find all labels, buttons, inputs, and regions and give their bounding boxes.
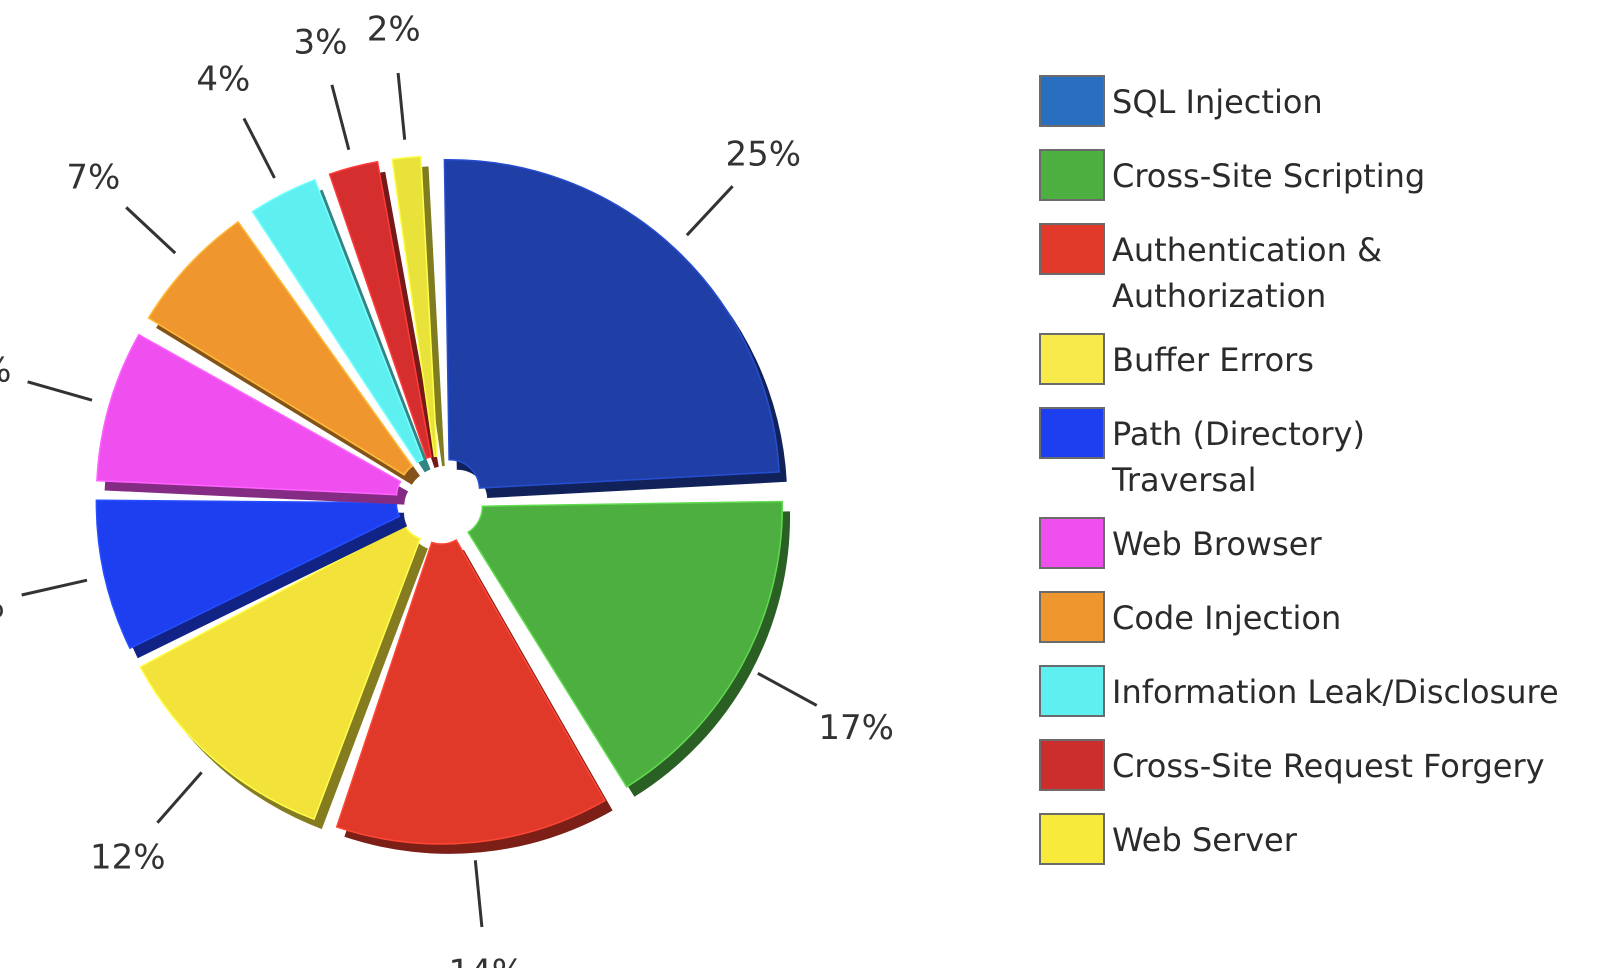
slice-cross-site-scripting (467, 500, 791, 797)
legend-item-web-server: Web Server (1039, 813, 1298, 865)
legend-label-path-directory-traversal-line-1: Path (Directory) (1112, 415, 1365, 453)
legend-label-cross-site-request-forgery: Cross-Site Request Forgery (1112, 747, 1545, 785)
legend-swatch-cross-site-scripting (1039, 149, 1105, 201)
legend-item-cross-site-scripting: Cross-Site Scripting (1039, 149, 1425, 201)
slice-information-leak-disclosure (251, 178, 431, 473)
leader-line-cross-site-scripting (757, 671, 818, 707)
legend-item-code-injection: Code Injection (1039, 591, 1341, 643)
legend-item-information-leak-disclosure: Information Leak/Disclosure (1039, 665, 1559, 717)
pie-slices (95, 155, 791, 854)
slice-code-injection (147, 220, 420, 485)
slice-face-web-server (391, 155, 438, 458)
slice-sql-injection (443, 159, 787, 498)
slice-face-code-injection (147, 220, 414, 476)
legend-swatch-sql-injection (1039, 75, 1105, 127)
leader-line-buffer-errors (156, 771, 203, 824)
leader-line-information-leak-disclosure (242, 117, 276, 179)
slice-face-web-browser (96, 333, 402, 496)
percent-label-buffer-errors: 12% (90, 838, 166, 878)
slice-path-directory-traversal (95, 499, 408, 659)
leader-line-sql-injection (685, 185, 734, 237)
legend-swatch-code-injection (1039, 591, 1105, 643)
legend-swatch-web-server (1039, 813, 1105, 865)
legend-label-information-leak-disclosure: Information Leak/Disclosure (1112, 673, 1559, 711)
percent-labels: 25% 17% 14% 12% 8% 8% 7% 4% 3% 2% (0, 9, 894, 968)
legend-label-authentication-and-authorization-line-2: Authorization (1112, 277, 1326, 315)
legend-swatch-information-leak-disclosure (1039, 665, 1105, 717)
percent-label-authentication-and-authorization: 14% (449, 953, 525, 968)
leader-line-cross-site-request-forgery (330, 84, 351, 151)
leader-line-path-directory-traversal (21, 578, 88, 597)
legend: SQL Injection Cross-Site Scripting Authent… (1039, 75, 1559, 865)
legend-swatch-web-browser (1039, 517, 1105, 569)
percent-label-cross-site-scripting: 17% (818, 708, 894, 748)
legend-label-web-server: Web Server (1112, 821, 1298, 859)
percent-label-information-leak-disclosure: 4% (196, 59, 250, 99)
legend-label-buffer-errors: Buffer Errors (1112, 341, 1314, 379)
leader-line-web-browser (27, 380, 93, 402)
legend-label-path-directory-traversal-line-2: Traversal (1111, 461, 1257, 499)
slice-face-buffer-errors (139, 523, 422, 821)
percent-label-path-directory-traversal: 8% (0, 586, 5, 626)
legend-item-authentication-and-authorization: Authentication & Authorization (1039, 223, 1382, 315)
slice-face-path-directory-traversal (95, 499, 401, 650)
slice-cross-site-request-forgery (328, 160, 439, 468)
percent-label-web-browser: 8% (0, 350, 11, 390)
slice-face-authentication-and-authorization (335, 538, 606, 845)
legend-item-path-directory-traversal: Path (Directory) Traversal (1039, 407, 1365, 499)
legend-label-authentication-and-authorization-line-1: Authentication & (1112, 231, 1382, 269)
percent-label-web-server: 2% (367, 9, 421, 49)
legend-swatch-path-directory-traversal (1039, 407, 1105, 459)
slice-face-information-leak-disclosure (251, 178, 424, 464)
slice-face-sql-injection (443, 159, 780, 489)
slice-face-cross-site-request-forgery (328, 160, 432, 460)
leader-line-authentication-and-authorization (473, 860, 484, 928)
legend-item-buffer-errors: Buffer Errors (1039, 333, 1314, 385)
leader-line-code-injection (125, 206, 177, 255)
leader-lines (21, 72, 818, 928)
percent-label-code-injection: 7% (66, 158, 120, 198)
legend-item-web-browser: Web Browser (1039, 517, 1322, 569)
legend-swatch-buffer-errors (1039, 333, 1105, 385)
legend-swatch-authentication-and-authorization (1039, 223, 1105, 275)
percent-label-cross-site-request-forgery: 3% (294, 22, 348, 62)
slice-web-browser (96, 333, 409, 505)
legend-item-cross-site-request-forgery: Cross-Site Request Forgery (1039, 739, 1545, 791)
legend-label-cross-site-scripting: Cross-Site Scripting (1112, 157, 1425, 195)
slice-authentication-and-authorization (335, 538, 613, 854)
leader-line-web-server (396, 72, 407, 140)
percent-label-sql-injection: 25% (726, 134, 802, 174)
slice-buffer-errors (139, 523, 428, 830)
legend-item-sql-injection: SQL Injection (1039, 75, 1323, 127)
slice-web-server (391, 155, 445, 467)
legend-label-code-injection: Code Injection (1112, 599, 1341, 637)
legend-swatch-cross-site-request-forgery (1039, 739, 1105, 791)
legend-label-web-browser: Web Browser (1112, 525, 1322, 563)
slice-face-cross-site-scripting (467, 500, 784, 788)
legend-label-sql-injection: SQL Injection (1112, 83, 1323, 121)
